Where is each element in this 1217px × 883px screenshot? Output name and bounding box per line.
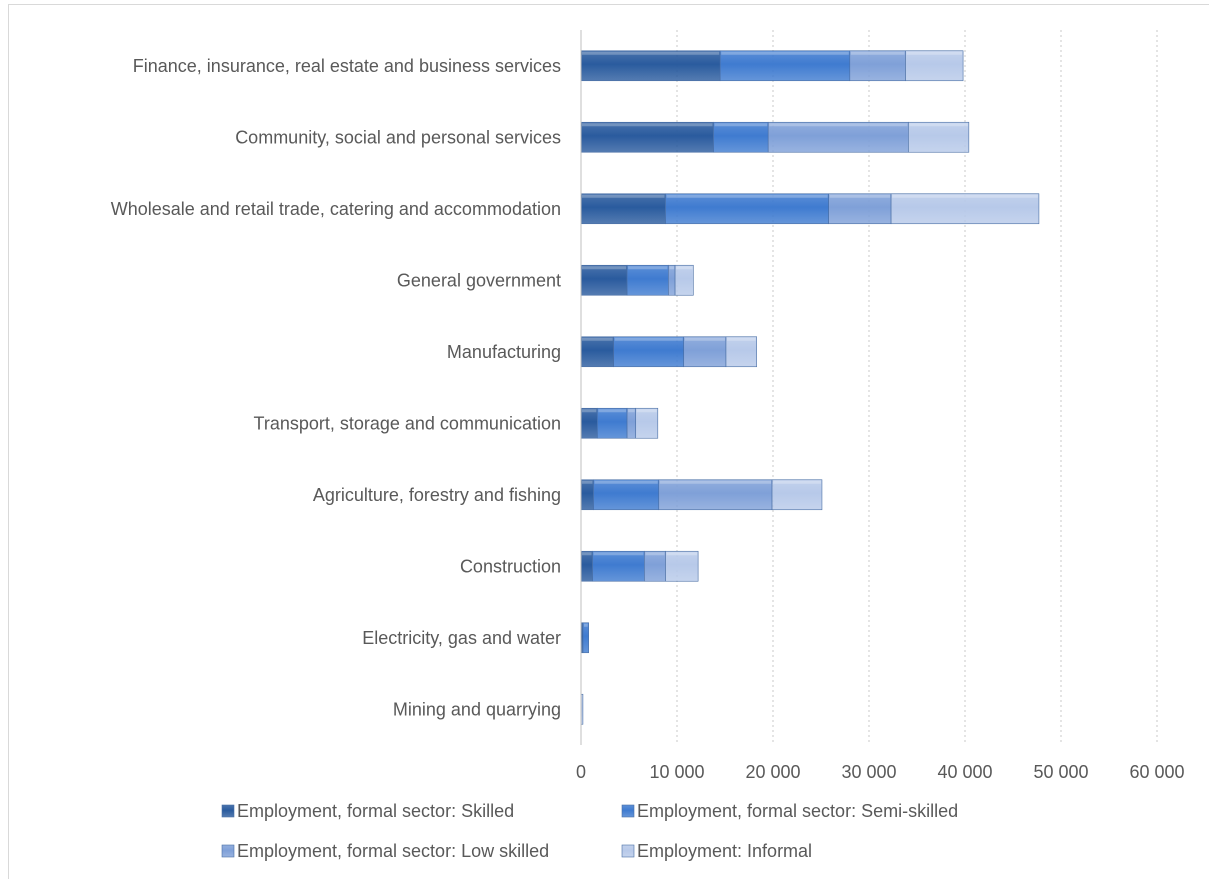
bar-segment: [580, 193, 666, 225]
bars-group: [580, 50, 1040, 725]
bar-highlight: [909, 123, 968, 127]
bar-segment: [626, 264, 669, 296]
bar-highlight: [582, 409, 597, 413]
bar-highlight: [593, 552, 644, 556]
bar-segment: [582, 622, 589, 654]
legend-label: Employment, formal sector: Semi-skilled: [637, 801, 958, 821]
x-tick-label: 30 000: [841, 762, 896, 782]
bar-highlight: [598, 409, 627, 413]
bar-highlight: [659, 480, 772, 484]
bar-segment: [908, 121, 970, 153]
legend-label: Employment, formal sector: Low skilled: [237, 841, 549, 861]
bar-segment: [593, 479, 660, 511]
category-label: Transport, storage and communication: [254, 413, 562, 433]
bar-highlight: [892, 194, 1038, 198]
category-label: Agriculture, forestry and fishing: [313, 485, 561, 505]
bar-segment: [580, 50, 721, 82]
bar-segment: [665, 193, 829, 225]
bar-segment: [767, 121, 909, 153]
bar-segment: [905, 50, 964, 82]
bar-segment: [626, 407, 637, 439]
bar-highlight: [676, 266, 693, 270]
bar-highlight: [666, 552, 698, 556]
category-labels: Finance, insurance, real estate and busi…: [111, 56, 561, 720]
bar-segment: [849, 50, 906, 82]
bar-segment: [674, 264, 694, 296]
category-label: Construction: [460, 556, 561, 576]
bar-highlight: [773, 480, 821, 484]
bar-highlight: [582, 51, 720, 55]
bar-highlight: [582, 480, 593, 484]
bar-highlight: [684, 337, 725, 341]
category-label: Wholesale and retail trade, catering and…: [111, 199, 561, 219]
x-tick-labels: 0 10 000 20 000 30 000 40 000 50 000 60 000: [576, 762, 1185, 782]
bar-highlight: [628, 266, 668, 270]
legend-swatch: [221, 844, 235, 858]
bar-segment: [890, 193, 1040, 225]
x-tick-label: 50 000: [1033, 762, 1088, 782]
bar-highlight: [850, 51, 905, 55]
bar-segment: [713, 121, 769, 153]
bar-segment: [613, 336, 685, 368]
bar-highlight: [582, 266, 627, 270]
bar-segment: [580, 264, 628, 296]
bar-highlight: [726, 337, 756, 341]
bar-highlight: [582, 337, 613, 341]
bar-segment: [668, 264, 676, 296]
bar-highlight: [906, 51, 963, 55]
x-tick-label: 10 000: [649, 762, 704, 782]
legend-label: Employment: Informal: [637, 841, 812, 861]
bar-segment: [592, 550, 645, 582]
x-tick-label: 20 000: [745, 762, 800, 782]
bar-highlight: [614, 337, 683, 341]
bar-segment: [580, 479, 594, 511]
x-tick-label: 0: [576, 762, 586, 782]
bar-segment: [644, 550, 666, 582]
bar-segment: [597, 407, 628, 439]
bar-segment: [580, 550, 593, 582]
category-label: Manufacturing: [447, 342, 561, 362]
bar-segment: [658, 479, 773, 511]
x-tick-label: 40 000: [937, 762, 992, 782]
x-tick-label: 60 000: [1129, 762, 1184, 782]
bar-highlight: [669, 266, 675, 270]
bar-highlight: [645, 552, 665, 556]
bar-segment: [580, 121, 714, 153]
bar-highlight: [714, 123, 768, 127]
bar-segment: [635, 407, 659, 439]
legend-swatch: [621, 844, 635, 858]
bar-highlight: [829, 194, 891, 198]
bar-segment: [665, 550, 699, 582]
gridlines: [676, 30, 1158, 745]
category-label: Mining and quarrying: [393, 699, 561, 719]
bar-highlight: [628, 409, 635, 413]
bar-segment: [580, 407, 598, 439]
bar-highlight: [594, 480, 658, 484]
bar-highlight: [769, 123, 908, 127]
category-label: Finance, insurance, real estate and busi…: [133, 56, 561, 76]
bar-highlight: [666, 194, 828, 198]
bar-segment: [719, 50, 851, 82]
bar-segment: [725, 336, 757, 368]
legend-swatch: [621, 804, 635, 818]
bar-highlight: [582, 194, 665, 198]
bar-highlight: [721, 51, 849, 55]
legend: Employment, formal sector: Skilled Employ…: [221, 801, 958, 861]
legend-label: Employment, formal sector: Skilled: [237, 801, 514, 821]
category-label: Electricity, gas and water: [362, 628, 561, 648]
category-label: Community, social and personal services: [235, 127, 561, 147]
bar-highlight: [582, 552, 592, 556]
bar-highlight: [582, 123, 713, 127]
legend-swatch: [221, 804, 235, 818]
bar-highlight: [636, 409, 657, 413]
bar-segment: [828, 193, 892, 225]
bar-segment: [683, 336, 727, 368]
bar-highlight: [583, 623, 588, 627]
bar-segment: [771, 479, 823, 511]
category-label: General government: [397, 270, 561, 290]
bar-segment: [580, 336, 614, 368]
